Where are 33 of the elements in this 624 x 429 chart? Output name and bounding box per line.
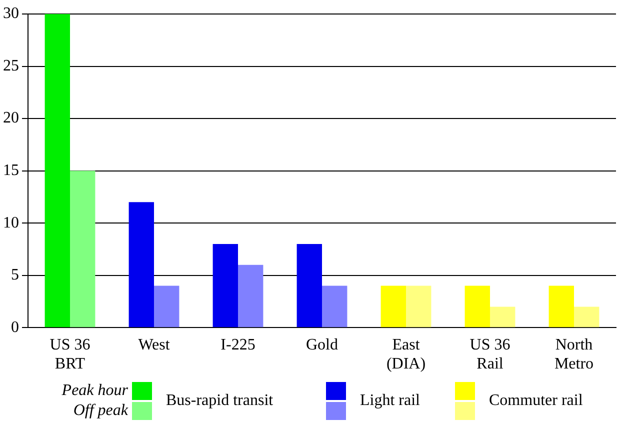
y-tick-label: 20	[3, 110, 19, 127]
y-tick-label: 10	[3, 214, 19, 232]
y-tick-label: 15	[3, 162, 19, 180]
text: Bus-rapid transit	[165, 392, 274, 410]
bar	[296, 244, 322, 328]
bar	[548, 286, 574, 328]
bar	[574, 306, 600, 328]
x-tick-label: US 36 Rail	[470, 336, 510, 373]
x-tick-label: I-225	[220, 336, 256, 354]
y-tick-label: 30	[3, 5, 19, 22]
bar	[464, 286, 490, 328]
y-tick-label: 5	[11, 266, 19, 284]
text: Light rail	[359, 392, 421, 410]
x-tick-label: West	[138, 336, 170, 354]
bar	[212, 244, 238, 328]
bar	[322, 286, 348, 328]
bar	[490, 306, 516, 328]
text: Commuter rail	[488, 392, 584, 410]
x-tick-label: North Metro	[554, 336, 594, 373]
legend-label: Peak hour	[62, 382, 129, 400]
x-tick-label: Gold	[306, 336, 338, 354]
bar	[128, 202, 154, 328]
bar	[154, 286, 180, 328]
bar	[238, 264, 264, 328]
x-tick-label: East (DIA)	[386, 336, 426, 373]
y-tick-label: 25	[3, 57, 19, 74]
legend-label: Off peak	[73, 402, 130, 420]
bar	[380, 286, 406, 328]
bar	[406, 286, 432, 328]
y-tick-label: 0	[11, 318, 19, 336]
bar	[70, 170, 96, 328]
x-tick-label: US 36 BRT	[50, 336, 90, 373]
bar	[44, 14, 70, 328]
